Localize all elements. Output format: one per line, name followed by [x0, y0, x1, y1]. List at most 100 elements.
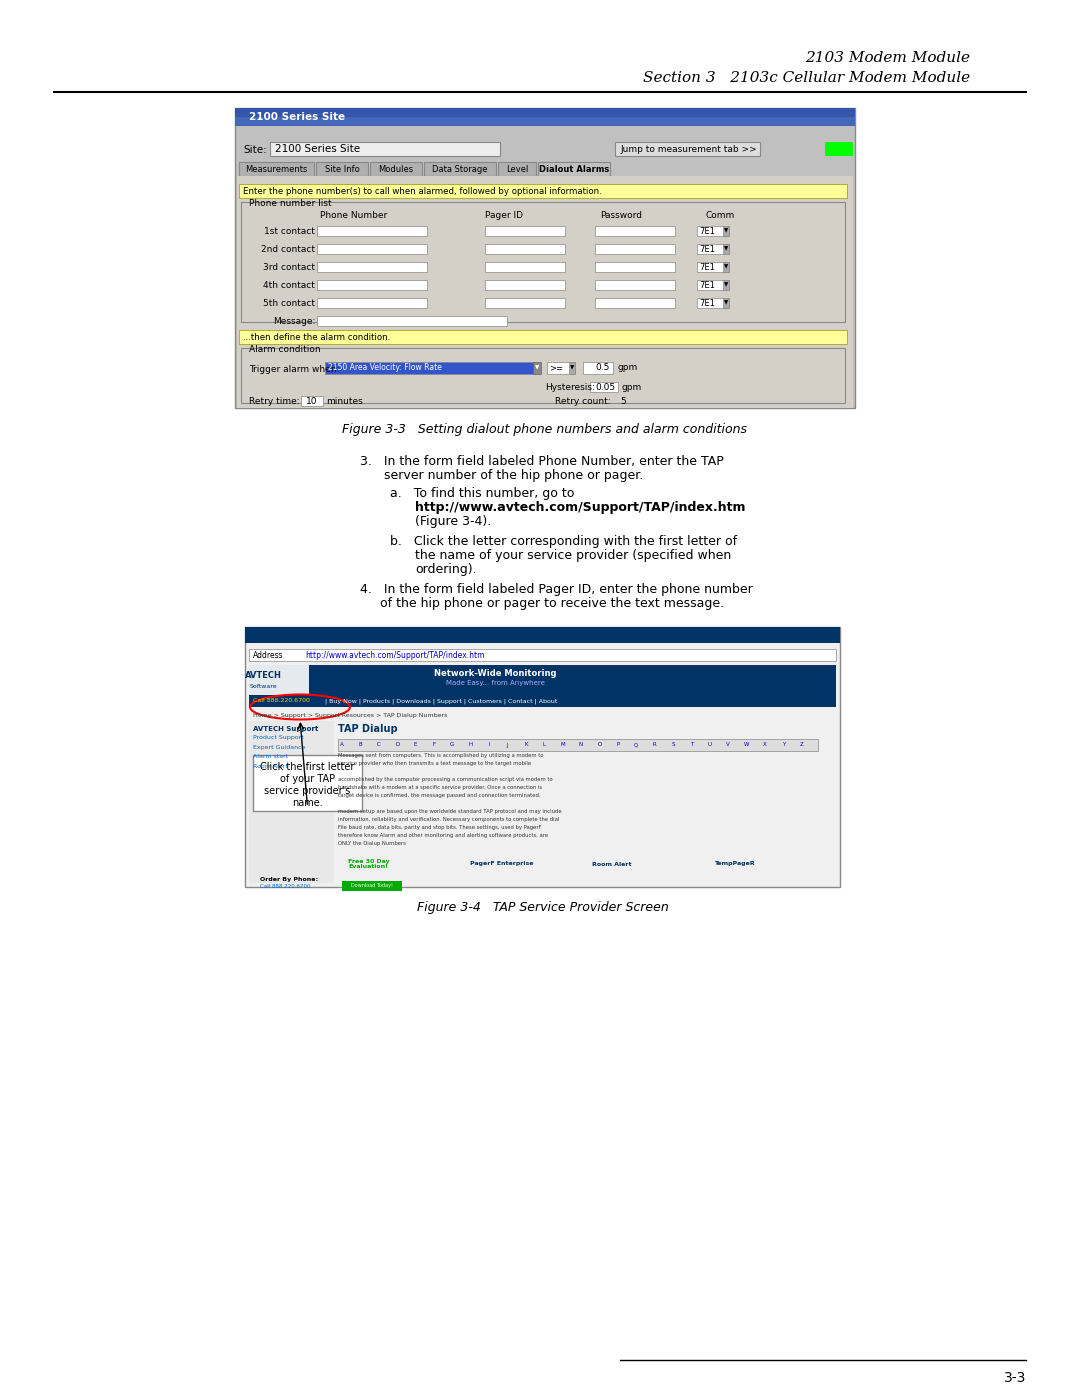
Text: server number of the hip phone or pager.: server number of the hip phone or pager. — [360, 469, 644, 482]
Text: accomplished by the computer processing a communication script via modem to: accomplished by the computer processing … — [338, 777, 553, 781]
Text: 7E1: 7E1 — [699, 244, 715, 253]
Text: 1st contact: 1st contact — [265, 226, 315, 236]
Text: L: L — [543, 742, 545, 747]
Text: Comm: Comm — [705, 211, 734, 221]
FancyBboxPatch shape — [370, 162, 422, 176]
FancyBboxPatch shape — [316, 162, 368, 176]
Bar — [583, 362, 613, 374]
Text: Site:: Site: — [243, 145, 267, 155]
Bar — [595, 244, 675, 254]
Text: gpm: gpm — [617, 363, 637, 373]
Text: 7E1: 7E1 — [699, 299, 715, 307]
Text: Jump to measurement tab >>: Jump to measurement tab >> — [620, 144, 757, 154]
Text: 7E1: 7E1 — [699, 226, 715, 236]
Text: Trigger alarm when:: Trigger alarm when: — [249, 365, 339, 373]
Text: modem setup are based upon the worldwide standard TAP protocol and may include: modem setup are based upon the worldwide… — [338, 809, 562, 813]
Bar — [249, 665, 836, 694]
Text: ordering).: ordering). — [415, 563, 476, 576]
Text: D: D — [395, 742, 400, 747]
Text: 4th contact: 4th contact — [264, 281, 315, 289]
Bar — [697, 279, 729, 291]
Text: Click the first letter: Click the first letter — [260, 761, 354, 773]
Bar — [485, 298, 565, 307]
FancyBboxPatch shape — [239, 162, 314, 176]
Text: S: S — [671, 742, 675, 747]
Text: Product Support: Product Support — [253, 735, 303, 739]
Bar — [325, 362, 535, 374]
FancyBboxPatch shape — [615, 142, 760, 156]
FancyBboxPatch shape — [538, 162, 610, 176]
Text: 0.05: 0.05 — [595, 383, 615, 391]
Text: information, reliability and verification. Necessary components to complete the : information, reliability and verificatio… — [338, 816, 559, 821]
Text: ▼: ▼ — [535, 366, 539, 370]
Text: Alarm start: Alarm start — [253, 754, 288, 760]
Text: Room Alert: Room Alert — [253, 764, 288, 770]
FancyBboxPatch shape — [241, 203, 845, 321]
Text: 2nd contact: 2nd contact — [261, 244, 315, 253]
Bar — [723, 263, 729, 272]
Text: Phone Number: Phone Number — [320, 211, 388, 221]
Text: Retry count:: Retry count: — [555, 397, 610, 405]
Text: TempPageR: TempPageR — [714, 862, 755, 866]
Text: Modules: Modules — [378, 165, 414, 173]
Text: Home > Support > Support Resources > TAP Dialup Numbers: Home > Support > Support Resources > TAP… — [253, 714, 447, 718]
Text: of your TAP: of your TAP — [280, 774, 335, 784]
Bar — [723, 298, 729, 307]
Bar — [697, 226, 729, 236]
Bar — [485, 279, 565, 291]
Text: AVTECH: AVTECH — [244, 672, 282, 680]
Text: ▼: ▼ — [724, 229, 728, 233]
Text: 10: 10 — [307, 397, 318, 405]
FancyBboxPatch shape — [253, 754, 362, 812]
Text: ▼: ▼ — [724, 246, 728, 251]
Text: A: A — [340, 742, 343, 747]
Text: b.   Click the letter corresponding with the first letter of: b. Click the letter corresponding with t… — [390, 535, 738, 548]
Text: Password: Password — [600, 211, 642, 221]
Bar — [723, 226, 729, 236]
Text: >=: >= — [549, 363, 563, 373]
Bar — [249, 650, 836, 661]
Text: P: P — [617, 742, 620, 747]
Text: AVTECH Support: AVTECH Support — [253, 726, 319, 732]
Bar — [301, 395, 323, 407]
Text: 4.   In the form field labeled Pager ID, enter the phone number: 4. In the form field labeled Pager ID, e… — [360, 583, 753, 597]
Bar — [235, 108, 855, 126]
Text: ▼: ▼ — [724, 264, 728, 270]
Bar — [237, 176, 853, 408]
Text: Call 888.220.6700: Call 888.220.6700 — [260, 884, 311, 890]
Bar — [239, 184, 847, 198]
Bar — [569, 362, 575, 374]
Text: minutes: minutes — [326, 397, 363, 405]
Text: 2103 Modem Module: 2103 Modem Module — [805, 52, 970, 66]
FancyBboxPatch shape — [270, 142, 500, 156]
Text: Software: Software — [249, 683, 276, 689]
Text: 3rd contact: 3rd contact — [264, 263, 315, 271]
Text: ...then define the alarm condition.: ...then define the alarm condition. — [243, 332, 390, 341]
FancyBboxPatch shape — [235, 108, 855, 408]
FancyBboxPatch shape — [498, 162, 536, 176]
FancyBboxPatch shape — [241, 348, 845, 402]
Bar — [318, 316, 507, 326]
Text: Download Today!: Download Today! — [351, 883, 393, 888]
Text: F: F — [432, 742, 435, 747]
Text: T: T — [690, 742, 693, 747]
Text: E: E — [414, 742, 417, 747]
Bar — [249, 694, 836, 707]
FancyBboxPatch shape — [424, 162, 496, 176]
Text: service provider who then transmits a text message to the target mobile: service provider who then transmits a te… — [338, 760, 531, 766]
Text: G: G — [450, 742, 455, 747]
Bar — [485, 263, 565, 272]
Text: Messages sent from computers. This is accomplished by utilizing a modem to: Messages sent from computers. This is ac… — [338, 753, 543, 757]
Text: O: O — [597, 742, 602, 747]
Text: http://www.avtech.com/Support/TAP/index.htm: http://www.avtech.com/Support/TAP/index.… — [415, 502, 745, 514]
Text: name.: name. — [292, 798, 323, 807]
Text: M: M — [561, 742, 565, 747]
FancyBboxPatch shape — [245, 627, 840, 887]
Text: 7E1: 7E1 — [699, 281, 715, 289]
Bar — [318, 263, 427, 272]
Bar — [485, 244, 565, 254]
Text: Made Easy... from Anywhere: Made Easy... from Anywhere — [446, 680, 544, 686]
Text: 2100 Series Site: 2100 Series Site — [275, 144, 360, 154]
Text: of the hip phone or pager to receive the text message.: of the hip phone or pager to receive the… — [380, 597, 724, 610]
Bar — [697, 263, 729, 272]
